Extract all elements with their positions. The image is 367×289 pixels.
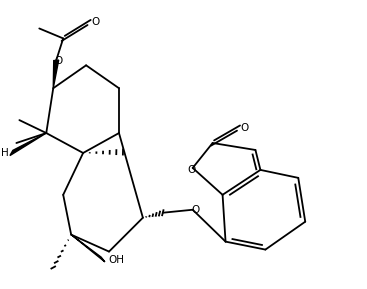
Polygon shape	[71, 235, 105, 262]
Text: H: H	[1, 148, 8, 158]
Polygon shape	[53, 60, 59, 88]
Polygon shape	[10, 133, 46, 155]
Text: O: O	[188, 165, 196, 175]
Text: O: O	[240, 123, 248, 133]
Text: O: O	[54, 56, 62, 66]
Text: O: O	[91, 17, 99, 27]
Text: OH: OH	[108, 255, 124, 264]
Text: O: O	[192, 205, 200, 215]
